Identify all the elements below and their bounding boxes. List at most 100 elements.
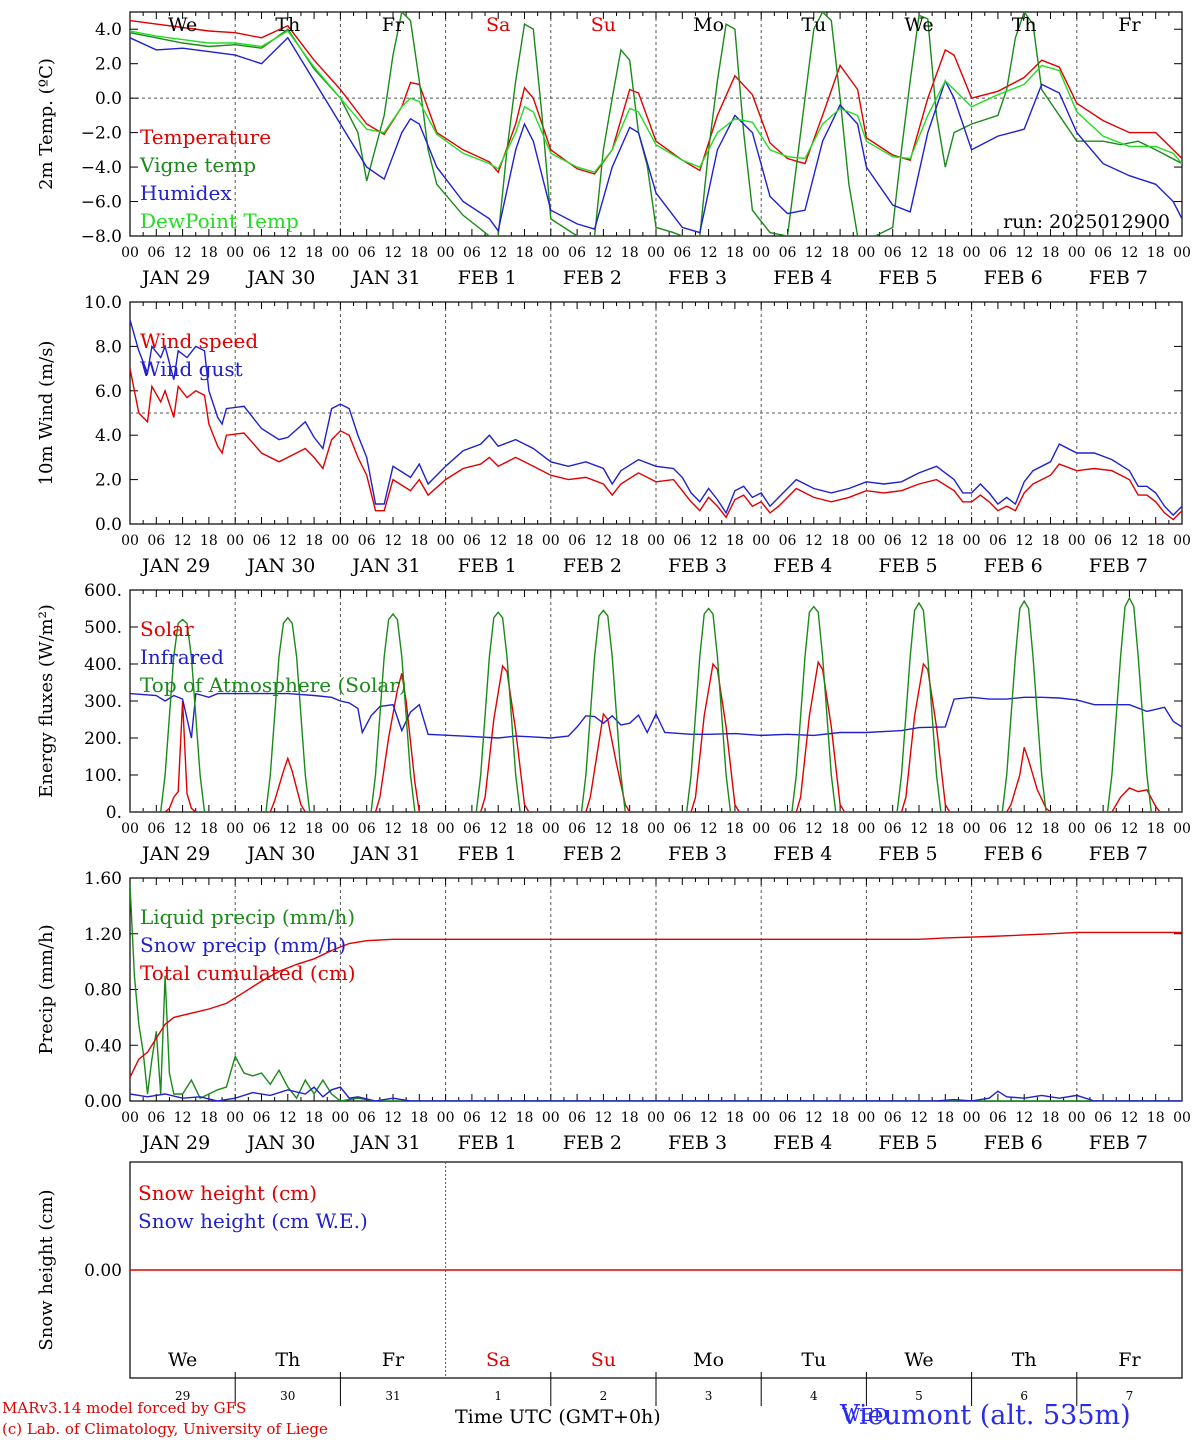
day-number: 29 <box>175 1389 190 1403</box>
x-tick-label: 06 <box>884 1110 902 1126</box>
date-label: FEB 6 <box>984 1132 1043 1154</box>
legend-entry: Humidex <box>140 181 232 205</box>
model-credit: MARv3.14 model forced by GFS <box>2 1399 247 1417</box>
panel-precip: 0.00 0.40 0.80 1.20 1.60 Precip (mm/h) 00 06 12 1… <box>36 869 1191 1154</box>
x-tick-label: 06 <box>358 1110 376 1126</box>
y-tick-label: −6.0 <box>81 193 122 213</box>
day-name: Th <box>1012 14 1037 36</box>
x-tick-label: 12 <box>384 821 402 837</box>
legend-entry: Temperature <box>140 125 271 149</box>
date-label: JAN 31 <box>350 1132 420 1154</box>
x-tick-label: 18 <box>621 821 639 837</box>
bottom-day-name: Fr <box>382 1349 405 1371</box>
x-tick-label: 12 <box>489 245 507 261</box>
date-label: FEB 7 <box>1089 555 1148 577</box>
x-tick-label: 12 <box>805 821 823 837</box>
x-tick-label: 06 <box>779 1110 797 1126</box>
panel-snow: 0.00 Snow height (cm) Snow height (cm) Snow… <box>36 1161 1183 1406</box>
x-tick-label: 18 <box>831 821 849 837</box>
x-tick-label: 12 <box>279 245 297 261</box>
legend-entry: Snow height (cm) <box>138 1181 317 1205</box>
x-tick-label: 18 <box>516 821 534 837</box>
x-tick-label: 06 <box>779 533 797 549</box>
x-tick-label: 06 <box>253 245 271 261</box>
x-tick-label: 18 <box>621 533 639 549</box>
date-label: FEB 2 <box>563 1132 622 1154</box>
temperature-frame <box>129 11 1183 237</box>
x-tick-label: 00 <box>963 1110 981 1126</box>
series-line-humidex <box>130 36 1182 234</box>
date-label: FEB 6 <box>984 843 1043 865</box>
x-tick-label: 00 <box>647 1110 665 1126</box>
x-tick-label: 18 <box>410 533 428 549</box>
series-line-infrared <box>130 692 1182 739</box>
x-tick-label: 06 <box>568 821 586 837</box>
y-axis-label: 2m Temp. (ºC) <box>36 58 57 190</box>
x-tick-label: 18 <box>305 821 323 837</box>
date-label: JAN 29 <box>140 843 210 865</box>
day-name: Sa <box>486 14 510 36</box>
x-tick-label: 18 <box>621 1110 639 1126</box>
y-tick-label: 600. <box>84 581 122 601</box>
x-tick-label: 00 <box>1068 245 1086 261</box>
y-tick-label: 1.60 <box>84 869 122 889</box>
x-tick-label: 00 <box>121 245 139 261</box>
series-line-vigne-temp <box>130 12 1182 236</box>
legend-entry: Liquid precip (mm/h) <box>140 905 355 929</box>
x-tick-label: 18 <box>200 245 218 261</box>
x-tick-label: 12 <box>384 533 402 549</box>
x-tick-label: 06 <box>1094 1110 1112 1126</box>
y-tick-label: 4.0 <box>95 20 122 40</box>
y-tick-label: 300. <box>84 692 122 712</box>
date-label: FEB 7 <box>1089 267 1148 289</box>
x-tick-label: 18 <box>831 1110 849 1126</box>
x-tick-label: 00 <box>1173 821 1191 837</box>
x-tick-label: 18 <box>1147 821 1165 837</box>
date-label: FEB 5 <box>878 843 937 865</box>
series-line-total-cumulated-cm <box>130 931 1182 1078</box>
x-tick-label: 06 <box>253 533 271 549</box>
x-tick-label: 18 <box>305 1110 323 1126</box>
date-label: FEB 7 <box>1089 1132 1148 1154</box>
date-label: FEB 3 <box>668 843 727 865</box>
date-label: FEB 1 <box>458 1132 517 1154</box>
series-line-temperature <box>130 19 1182 175</box>
legend-entry: Total cumulated (cm) <box>140 961 356 985</box>
x-tick-label: 06 <box>1094 245 1112 261</box>
x-tick-label: 12 <box>1120 821 1138 837</box>
date-label: FEB 1 <box>458 555 517 577</box>
day-name: Mo <box>693 14 724 36</box>
x-tick-label: 00 <box>121 533 139 549</box>
y-tick-label: 200. <box>84 729 122 749</box>
x-tick-label: 06 <box>568 1110 586 1126</box>
x-tick-label: 18 <box>516 245 534 261</box>
x-tick-label: 18 <box>726 245 744 261</box>
x-tick-label: 06 <box>358 245 376 261</box>
x-tick-label: 12 <box>910 1110 928 1126</box>
x-tick-label: 06 <box>358 533 376 549</box>
bottom-day-name: Fr <box>1118 1349 1141 1371</box>
date-label: JAN 30 <box>245 1132 315 1154</box>
x-tick-label: 00 <box>752 533 770 549</box>
x-tick-label: 06 <box>884 533 902 549</box>
x-tick-label: 00 <box>1173 1110 1191 1126</box>
x-tick-label: 00 <box>752 245 770 261</box>
station-name: Vieumont (alt. 535m) <box>840 1400 1131 1431</box>
x-tick-label: 00 <box>226 1110 244 1126</box>
x-tick-label: 18 <box>621 245 639 261</box>
date-label: FEB 7 <box>1089 843 1148 865</box>
x-tick-label: 12 <box>1015 1110 1033 1126</box>
x-tick-label: 18 <box>726 533 744 549</box>
y-axis-label: Energy fluxes (W/m²) <box>36 604 57 798</box>
date-label: JAN 31 <box>350 267 420 289</box>
x-tick-label: 00 <box>1068 533 1086 549</box>
y-tick-label: 1.20 <box>84 925 122 945</box>
lab-credit: (c) Lab. of Climatology, University of L… <box>2 1420 328 1438</box>
x-tick-label: 06 <box>463 533 481 549</box>
date-label: FEB 4 <box>773 1132 832 1154</box>
x-tick-label: 00 <box>963 245 981 261</box>
bottom-day-name: Th <box>1012 1349 1037 1371</box>
y-tick-label: 500. <box>84 618 122 638</box>
x-tick-label: 06 <box>989 821 1007 837</box>
day-name: Fr <box>1118 14 1141 36</box>
